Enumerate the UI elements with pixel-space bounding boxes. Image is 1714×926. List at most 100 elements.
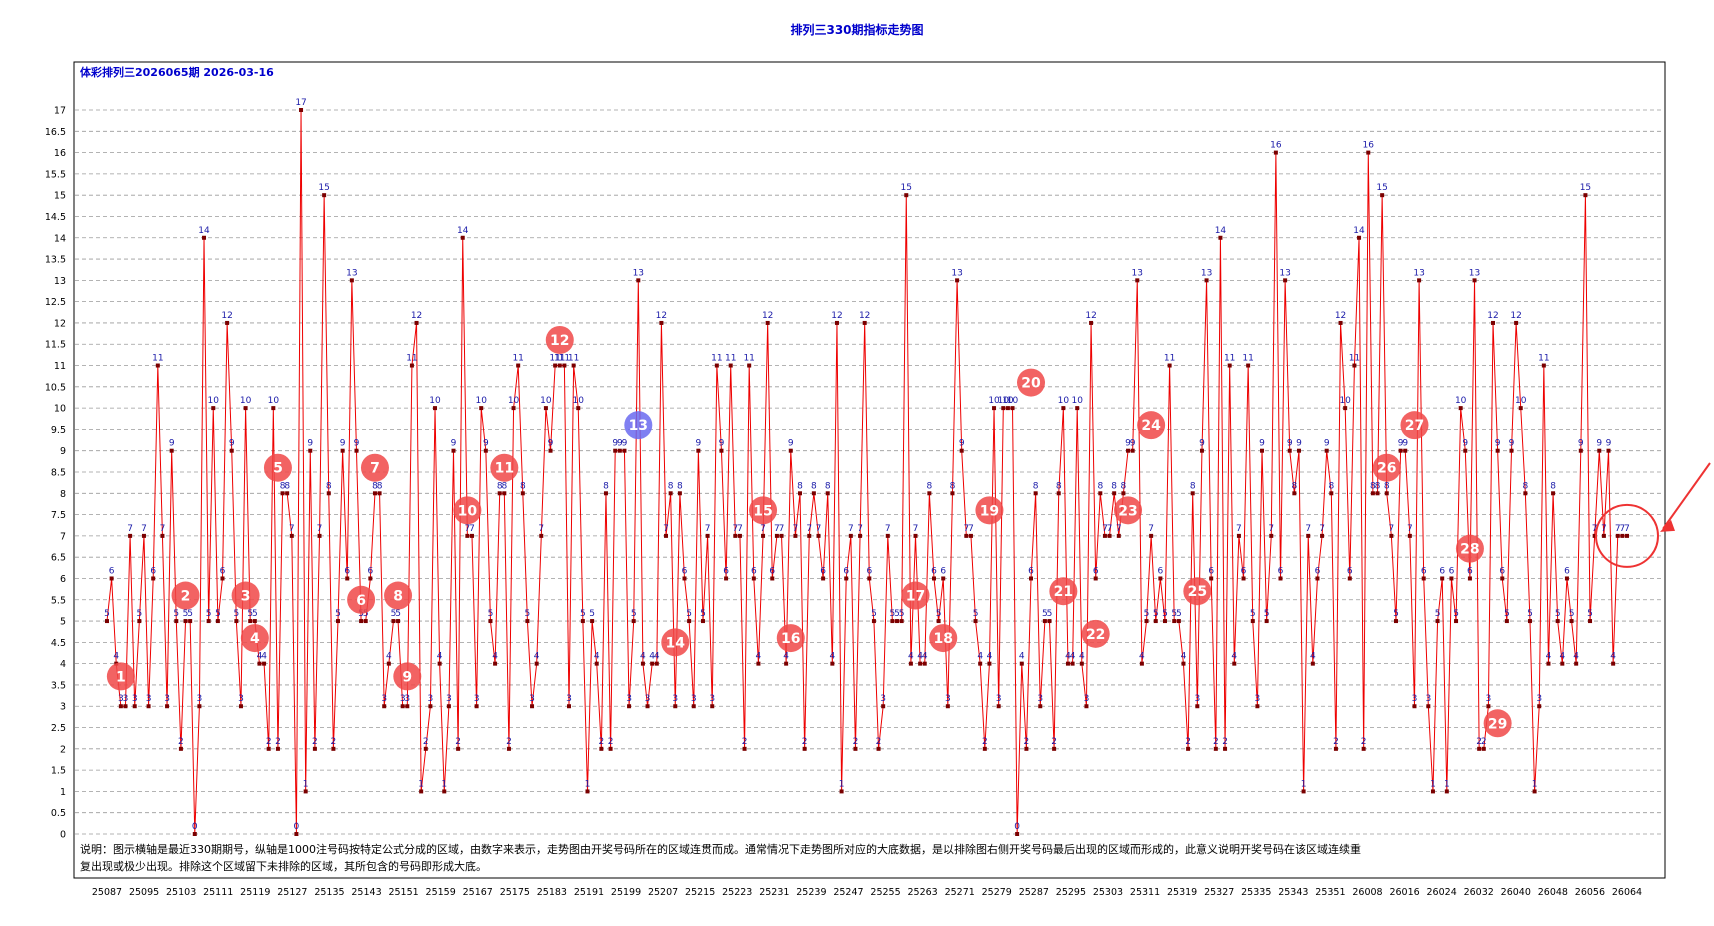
- data-point: [608, 746, 613, 751]
- badge-label: 10: [458, 503, 478, 519]
- data-point: [1218, 235, 1223, 240]
- data-label: 6: [1467, 566, 1473, 576]
- data-point: [1527, 619, 1532, 624]
- data-label: 7: [963, 524, 969, 534]
- numbered-badges: 12 34567891011121314151617181920212223242…: [106, 325, 1512, 738]
- data-label: 9: [1259, 439, 1265, 449]
- badge-circle: [240, 624, 269, 653]
- data-point: [506, 746, 511, 751]
- data-point: [1107, 533, 1112, 538]
- data-point: [1190, 491, 1195, 496]
- data-point: [659, 320, 664, 325]
- data-label: 5: [1171, 609, 1177, 619]
- data-label: 7: [885, 524, 891, 534]
- data-point: [1403, 448, 1408, 453]
- data-label: 4: [1065, 652, 1071, 662]
- data-label: 9: [483, 439, 489, 449]
- data-label: 8: [1291, 481, 1297, 491]
- x-tick-label: 26024: [1427, 887, 1457, 898]
- data-label: 6: [1158, 566, 1164, 576]
- data-point: [908, 661, 913, 666]
- data-point: [1426, 704, 1431, 709]
- y-tick-label: 15.5: [45, 169, 66, 180]
- data-label: 4: [756, 652, 762, 662]
- data-point: [992, 406, 997, 411]
- data-point: [936, 619, 941, 624]
- data-label: 5: [363, 609, 369, 619]
- data-label: 5: [488, 609, 494, 619]
- data-label: 14: [1353, 226, 1365, 236]
- data-point: [243, 406, 248, 411]
- x-tick-label: 25319: [1167, 887, 1197, 898]
- data-point: [1186, 746, 1191, 751]
- data-label: 3: [118, 694, 124, 704]
- data-label: 6: [1208, 566, 1214, 576]
- data-point: [821, 576, 826, 581]
- y-tick-label: 2: [60, 744, 66, 755]
- data-label: 5: [1527, 609, 1533, 619]
- data-label: 7: [160, 524, 166, 534]
- data-label: 12: [762, 311, 773, 321]
- badge-8: 8: [384, 581, 413, 610]
- data-label: 4: [437, 652, 443, 662]
- data-point: [654, 661, 659, 666]
- data-label: 13: [633, 268, 644, 278]
- data-point: [617, 448, 622, 453]
- data-point: [955, 278, 960, 283]
- note-line-2: 复出现或极少出现。排除这个区域留下未排除的区域，其所包含的号码即形成大底。: [80, 859, 487, 873]
- data-point: [1546, 661, 1551, 666]
- data-point: [1019, 661, 1024, 666]
- data-label: 11: [743, 354, 754, 364]
- data-label: 9: [1125, 439, 1131, 449]
- data-point: [192, 832, 197, 836]
- data-label: 11: [725, 354, 736, 364]
- data-point: [622, 448, 627, 453]
- data-label: 5: [700, 609, 706, 619]
- data-point: [982, 746, 987, 751]
- data-point: [599, 746, 604, 751]
- data-point: [779, 533, 784, 538]
- data-point: [1162, 619, 1167, 624]
- data-label: 7: [705, 524, 711, 534]
- badge-27: 27: [1400, 411, 1429, 440]
- data-point: [1047, 619, 1052, 624]
- data-label: 5: [1435, 609, 1441, 619]
- y-tick-label: 0: [60, 830, 66, 841]
- data-point: [118, 704, 123, 709]
- data-point: [1504, 619, 1509, 624]
- y-tick-label: 14: [54, 233, 66, 244]
- data-point: [636, 278, 641, 283]
- data-point: [1324, 448, 1329, 453]
- data-point: [1273, 150, 1278, 155]
- data-label: 3: [1536, 694, 1542, 704]
- data-point: [895, 619, 900, 624]
- data-label: 11: [152, 354, 163, 364]
- data-point: [1130, 448, 1135, 453]
- data-label: 13: [1201, 268, 1212, 278]
- data-point: [460, 235, 465, 240]
- data-label: 12: [411, 311, 422, 321]
- x-tick-label: 25143: [351, 887, 381, 898]
- data-label: 7: [779, 524, 785, 534]
- data-label: 9: [548, 439, 554, 449]
- data-label: 8: [377, 481, 383, 491]
- data-label: 6: [769, 566, 775, 576]
- data-label: 10: [1058, 396, 1070, 406]
- data-point: [761, 533, 766, 538]
- data-label: 6: [1421, 566, 1427, 576]
- data-label: 4: [257, 652, 263, 662]
- data-label: 11: [711, 354, 722, 364]
- y-tick-label: 11: [54, 361, 66, 372]
- data-label: 2: [853, 737, 859, 747]
- data-label: 5: [187, 609, 193, 619]
- data-point: [525, 619, 530, 624]
- x-tick-label: 25351: [1315, 887, 1345, 898]
- data-point: [931, 576, 936, 581]
- data-label: 14: [198, 226, 210, 236]
- data-label: 3: [446, 694, 452, 704]
- data-label: 7: [1116, 524, 1122, 534]
- badge-18: 18: [929, 624, 958, 653]
- data-point: [215, 619, 220, 624]
- data-point: [1601, 533, 1606, 538]
